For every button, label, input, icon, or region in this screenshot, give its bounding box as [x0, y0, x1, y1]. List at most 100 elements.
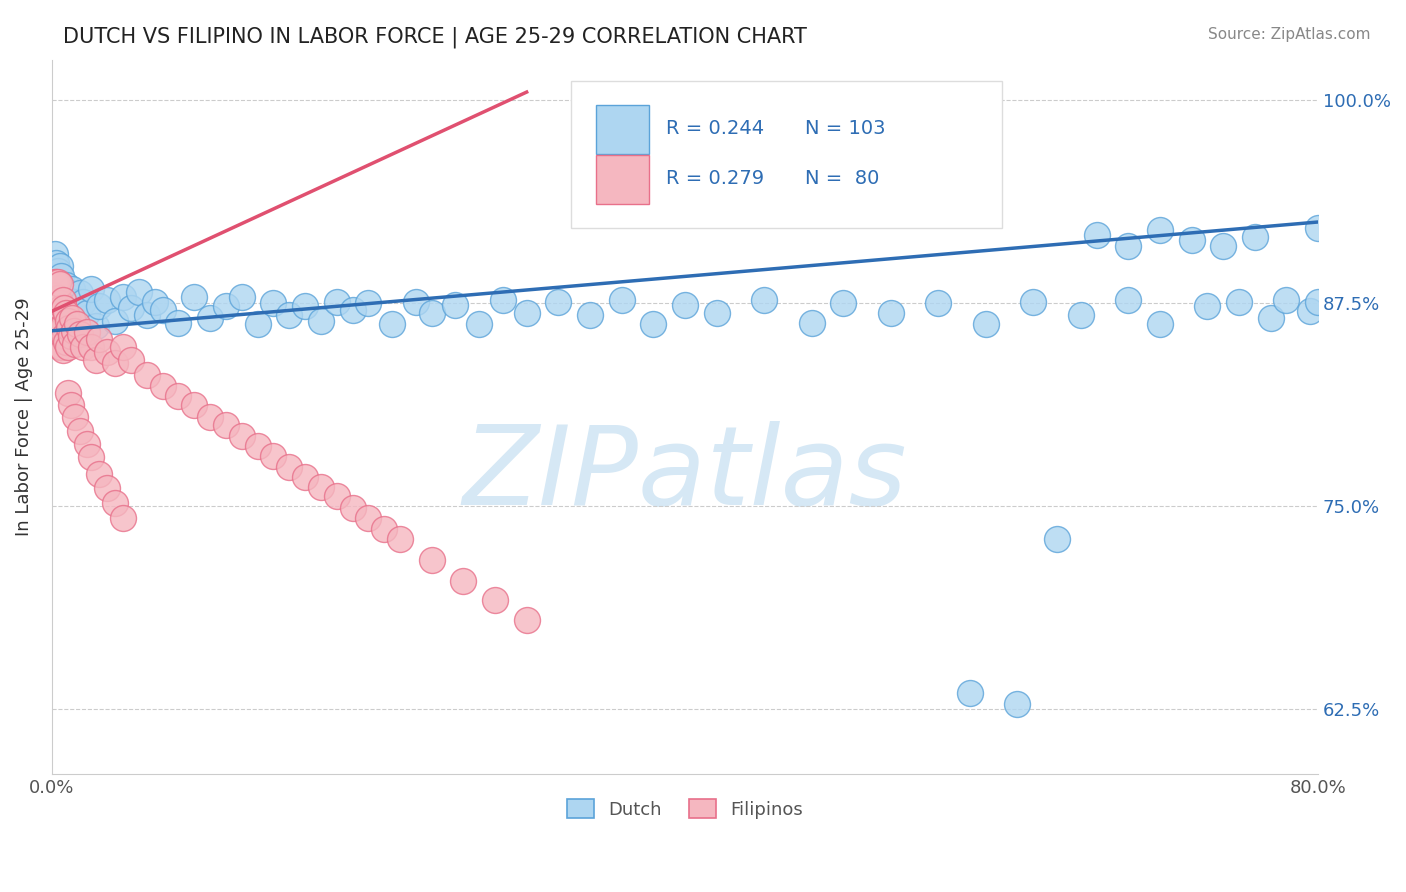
Point	[215, 417, 238, 432]
Point	[1070, 308, 1092, 322]
Point	[80, 450, 103, 465]
Text: Source: ZipAtlas.com: Source: ZipAtlas.com	[1208, 27, 1371, 42]
Point	[453, 574, 475, 588]
Point	[444, 298, 467, 312]
Point	[65, 409, 87, 424]
Point	[69, 286, 91, 301]
Legend: Dutch, Filipinos: Dutch, Filipinos	[560, 792, 810, 826]
Point	[167, 389, 190, 403]
Point	[309, 314, 332, 328]
Text: R = 0.279: R = 0.279	[666, 169, 763, 188]
Point	[104, 314, 127, 328]
Point	[44, 270, 66, 285]
Point	[974, 318, 997, 332]
Text: R = 0.244: R = 0.244	[666, 120, 763, 138]
Point	[325, 294, 347, 309]
Point	[484, 593, 506, 607]
Text: N =  80: N = 80	[806, 169, 880, 188]
Point	[262, 449, 284, 463]
Point	[46, 336, 69, 351]
Point	[1260, 310, 1282, 325]
Point	[1197, 300, 1219, 314]
Point	[45, 296, 67, 310]
Point	[59, 301, 82, 315]
Point	[167, 316, 190, 330]
Point	[66, 318, 89, 332]
Point	[388, 532, 411, 546]
Point	[927, 296, 949, 310]
Point	[48, 340, 70, 354]
Point	[45, 296, 67, 310]
Point	[46, 288, 69, 302]
Text: DUTCH VS FILIPINO IN LABOR FORCE | AGE 25-29 CORRELATION CHART: DUTCH VS FILIPINO IN LABOR FORCE | AGE 2…	[63, 27, 807, 48]
Point	[63, 324, 86, 338]
Point	[231, 429, 253, 443]
Point	[1085, 227, 1108, 242]
Point	[325, 490, 347, 504]
Point	[53, 314, 76, 328]
Point	[45, 318, 67, 332]
Point	[45, 301, 67, 315]
FancyBboxPatch shape	[571, 81, 1001, 227]
Point	[183, 290, 205, 304]
Point	[1227, 294, 1250, 309]
Point	[51, 324, 73, 338]
Point	[69, 425, 91, 439]
Point	[42, 308, 65, 322]
Point	[76, 437, 98, 451]
Point	[215, 300, 238, 314]
Point	[56, 320, 79, 334]
Point	[48, 296, 70, 310]
Point	[56, 340, 79, 354]
Point	[1212, 239, 1234, 253]
Point	[44, 304, 66, 318]
Point	[1046, 532, 1069, 546]
Point	[51, 301, 73, 315]
Point	[579, 308, 602, 322]
Point	[56, 385, 79, 400]
Point	[44, 247, 66, 261]
Point	[48, 285, 70, 299]
Point	[48, 320, 70, 334]
Point	[55, 309, 77, 323]
Point	[65, 308, 87, 322]
Point	[96, 481, 118, 495]
Point	[1007, 698, 1029, 712]
Point	[51, 293, 73, 307]
Point	[44, 296, 66, 310]
Point	[198, 310, 221, 325]
Point	[120, 301, 142, 315]
Point	[832, 296, 855, 310]
Point	[262, 296, 284, 310]
Point	[96, 345, 118, 359]
Point	[246, 439, 269, 453]
Point	[56, 314, 79, 328]
Point	[48, 277, 70, 291]
Point	[800, 316, 823, 330]
Point	[309, 480, 332, 494]
Point	[45, 316, 67, 330]
Point	[84, 318, 107, 333]
Point	[45, 336, 67, 351]
Point	[58, 293, 80, 307]
Point	[89, 300, 111, 314]
Text: ZIPatlas: ZIPatlas	[463, 420, 907, 527]
Point	[46, 308, 69, 322]
Point	[45, 275, 67, 289]
Point	[44, 275, 66, 289]
Point	[46, 263, 69, 277]
Point	[72, 294, 94, 309]
Point	[65, 336, 87, 351]
Text: N = 103: N = 103	[806, 120, 886, 138]
Point	[420, 306, 443, 320]
Point	[80, 282, 103, 296]
Point	[278, 460, 301, 475]
Point	[880, 306, 903, 320]
Point	[46, 324, 69, 338]
Point	[516, 613, 538, 627]
Point	[76, 306, 98, 320]
Point	[60, 282, 83, 296]
Point	[959, 686, 981, 700]
Point	[468, 318, 491, 332]
Point	[52, 343, 75, 358]
